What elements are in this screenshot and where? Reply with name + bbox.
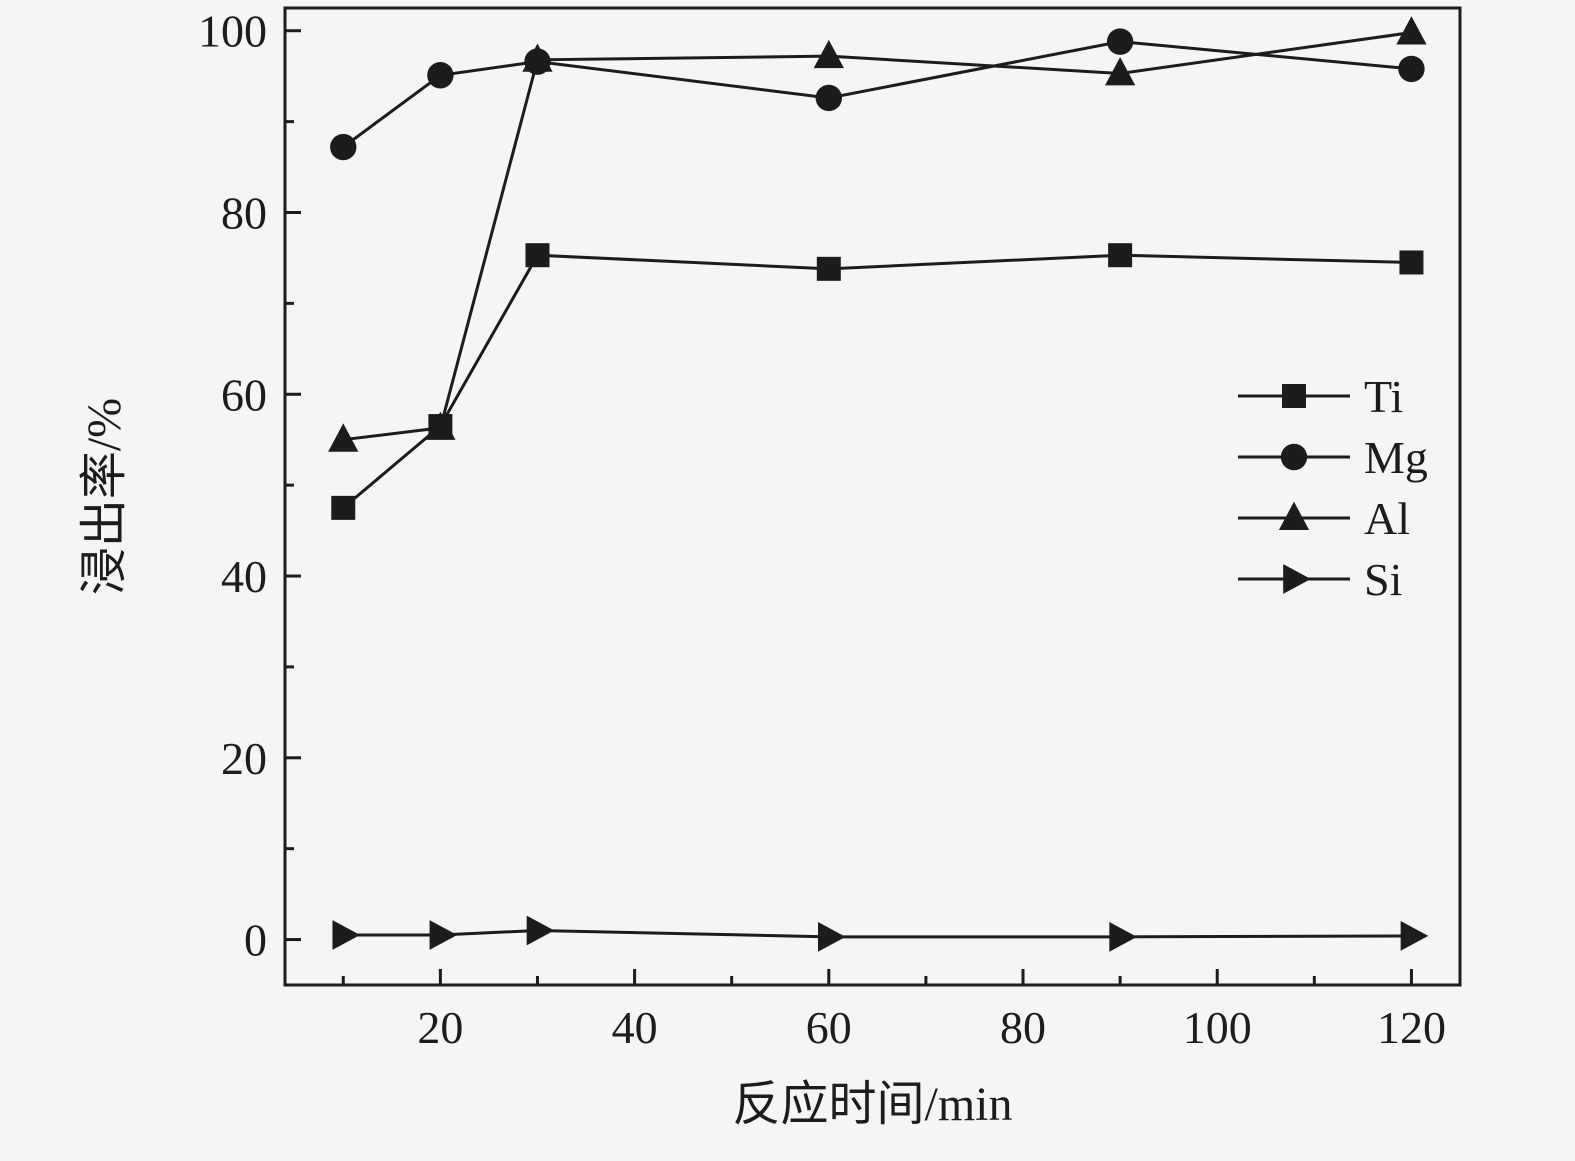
series-Ti (331, 243, 1424, 520)
circle-marker (1106, 28, 1134, 55)
series-Mg (330, 28, 1425, 161)
y-tick-label: 80 (221, 187, 267, 238)
y-tick-label: 0 (244, 915, 267, 966)
series-Al (328, 16, 1427, 452)
series-Si (332, 915, 1429, 952)
circle-marker (427, 62, 454, 89)
triangle-up-marker (1396, 16, 1427, 45)
circle-marker (1280, 443, 1308, 471)
series-line-Al (343, 31, 1412, 442)
y-tick-label: 20 (221, 733, 267, 784)
legend-label-Al: Al (1364, 493, 1410, 544)
x-tick-label: 80 (1000, 1002, 1046, 1053)
x-tick-label: 120 (1377, 1002, 1446, 1053)
triangle-up-marker (1105, 57, 1136, 86)
circle-marker (330, 133, 357, 161)
x-tick-label: 40 (612, 1002, 658, 1053)
axis-tick-labels: 20 40 60 80 100 120 0 20 40 60 80 100 (198, 6, 1446, 1053)
square-marker (525, 243, 550, 268)
triangle-up-marker (1278, 501, 1310, 530)
legend: Ti Mg Al Si (1238, 371, 1428, 605)
square-marker (331, 495, 356, 520)
x-axis-label: 反应时间/min (732, 1078, 1012, 1131)
y-tick-label: 100 (198, 6, 267, 57)
square-marker (1399, 250, 1424, 275)
triangle-right-marker (1109, 921, 1137, 952)
square-marker (1108, 243, 1133, 268)
series-line-Ti (342, 253, 1412, 510)
x-tick-label: 20 (417, 1002, 463, 1053)
circle-marker (1398, 55, 1425, 83)
triangle-up-marker (425, 411, 456, 440)
x-tick-label: 100 (1183, 1002, 1252, 1053)
circle-marker (815, 84, 843, 112)
legend-item-Mg: Mg (1238, 432, 1428, 483)
triangle-right-marker (429, 920, 458, 950)
triangle-right-marker (526, 915, 555, 946)
legend-label-Ti: Ti (1364, 371, 1403, 422)
square-marker (816, 256, 841, 281)
legend-item-Ti: Ti (1238, 371, 1403, 422)
series-line-Mg (342, 40, 1412, 149)
legend-item-Si: Si (1238, 554, 1402, 605)
series-line-Si (343, 928, 1412, 939)
y-tick-label: 60 (221, 369, 267, 420)
legend-item-Al: Al (1238, 493, 1410, 544)
triangle-right-marker (1400, 921, 1429, 951)
axis-ticks (285, 29, 1413, 985)
legend-label-Si: Si (1364, 554, 1402, 605)
triangle-up-marker (328, 423, 359, 452)
legend-label-Mg: Mg (1364, 432, 1428, 483)
square-marker (1282, 384, 1306, 408)
plot-border (283, 6, 1462, 987)
triangle-up-marker (522, 43, 553, 72)
y-tick-label: 40 (221, 551, 267, 602)
x-tick-label: 60 (806, 1002, 852, 1053)
triangle-right-marker (332, 920, 361, 950)
y-axis-label: 浸出率/% (78, 398, 131, 595)
triangle-right-marker (1283, 564, 1311, 594)
triangle-right-marker (818, 921, 846, 952)
triangle-up-marker (813, 39, 844, 69)
